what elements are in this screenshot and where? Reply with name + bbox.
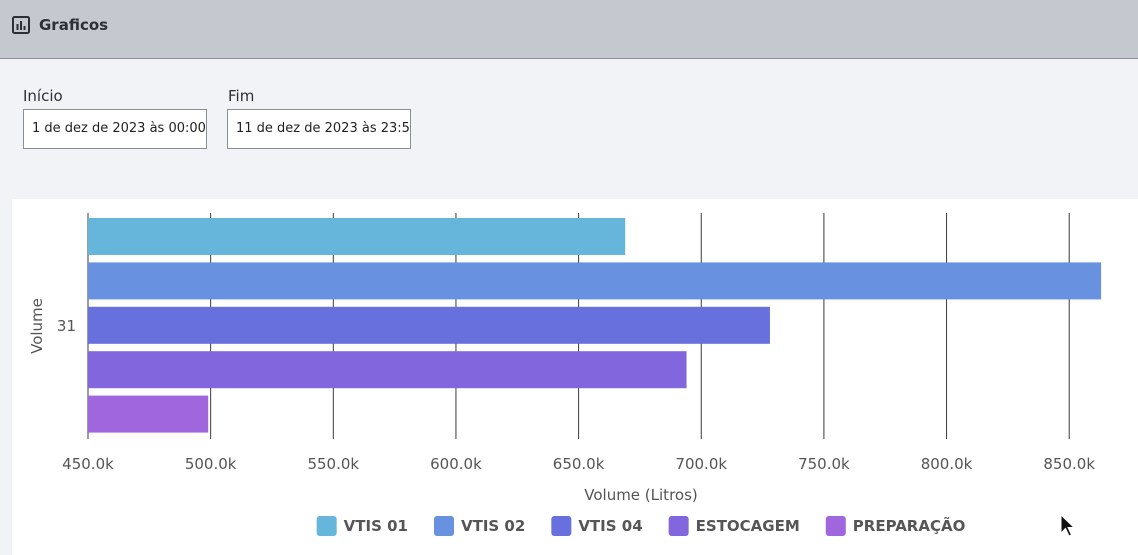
y-axis-title: Volume <box>28 298 46 354</box>
volume-bar-chart: 450.0k 500.0k 550.0k 600.0k 650.0k 700.0k 750.… <box>28 213 1102 536</box>
bar-chart-icon <box>12 16 30 34</box>
x-tick-label: 550.0k <box>307 455 359 473</box>
bar-vtis-04 <box>88 306 770 344</box>
legend-swatch <box>668 516 689 536</box>
start-date-input[interactable]: 1 de dez de 2023 às 00:00 <box>23 109 207 149</box>
end-date-label: Fim <box>228 87 255 105</box>
volume-chart-panel: 450.0k 500.0k 550.0k 600.0k 650.0k 700.0k 750.… <box>12 199 1138 555</box>
start-date-label: Início <box>23 87 63 105</box>
legend-label: VTIS 01 <box>344 517 408 535</box>
bar-estocagem <box>88 351 687 389</box>
legend-swatch <box>825 516 846 536</box>
legend-swatch <box>316 516 337 536</box>
x-tick-label: 850.0k <box>1043 455 1095 473</box>
bar-vtis-01 <box>88 218 626 255</box>
legend-label: VTIS 04 <box>578 517 642 535</box>
page-title: Graficos <box>39 16 109 34</box>
x-tick-label: 450.0k <box>62 455 114 473</box>
x-tick-label: 500.0k <box>185 455 237 473</box>
x-axis-title: Volume (Litros) <box>584 486 698 504</box>
page-header: Graficos <box>0 0 1138 59</box>
x-tick-label: 600.0k <box>430 455 482 473</box>
x-tick-label: 750.0k <box>798 455 850 473</box>
end-date-input[interactable]: 11 de dez de 2023 às 23:59 <box>227 109 411 149</box>
y-category-label: 31 <box>57 317 76 335</box>
legend-label: PREPARAÇÃO <box>853 516 966 535</box>
legend-swatch <box>551 516 572 536</box>
legend-label: VTIS 02 <box>461 517 525 535</box>
x-tick-label: 800.0k <box>921 455 973 473</box>
legend-swatch <box>433 516 454 536</box>
x-tick-label: 650.0k <box>553 455 605 473</box>
bar-prepara-o <box>88 395 209 433</box>
legend-label: ESTOCAGEM <box>696 517 800 535</box>
bar-vtis-02 <box>88 262 1102 300</box>
mouse-cursor-icon <box>1060 514 1076 537</box>
x-tick-label: 700.0k <box>675 455 727 473</box>
